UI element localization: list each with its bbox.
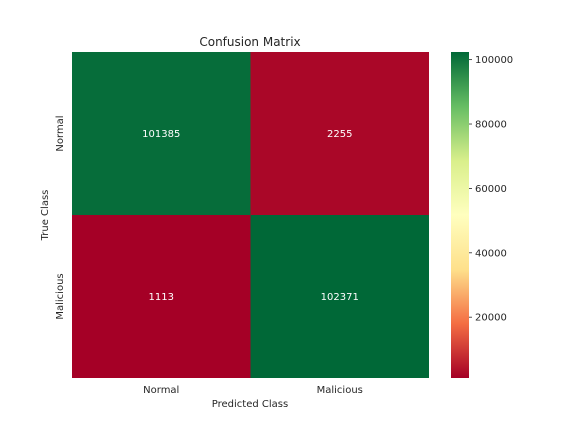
heatmap-cell (72, 52, 251, 215)
colorbar-tick-label: 100000 (475, 55, 513, 66)
colorbar (451, 52, 469, 378)
y-tick-label: Normal (55, 115, 66, 151)
cell-value-label: 1113 (149, 292, 174, 303)
x-axis-label: Predicted Class (212, 399, 288, 410)
y-tick-label: Malicious (55, 273, 66, 319)
x-tick-label: Malicious (317, 385, 363, 396)
colorbar-tick-label: 80000 (475, 120, 507, 131)
cell-value-label: 101385 (142, 129, 180, 140)
cell-value-label: 2255 (327, 129, 352, 140)
heatmap-cell (72, 215, 251, 378)
y-axis-label: True Class (40, 190, 51, 242)
colorbar-tick-label: 40000 (475, 248, 507, 259)
x-tick-label: Normal (143, 385, 179, 396)
heatmap-cell (250, 52, 429, 215)
heatmap-cell (250, 215, 429, 378)
cell-value-label: 102371 (321, 292, 359, 303)
colorbar-tick-label: 60000 (475, 184, 507, 195)
chart-title: Confusion Matrix (199, 35, 300, 49)
colorbar-tick-label: 20000 (475, 313, 507, 324)
